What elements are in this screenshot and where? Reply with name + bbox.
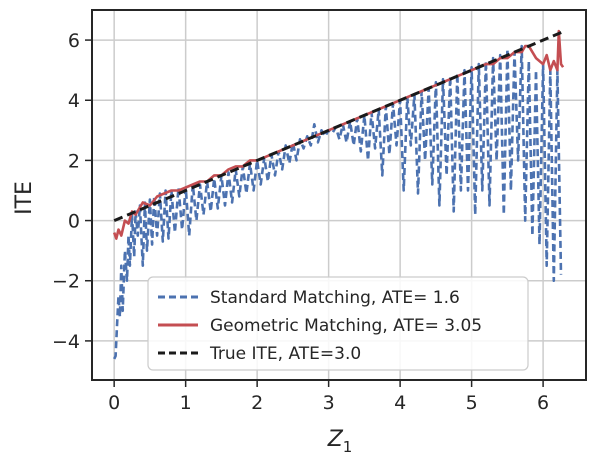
y-tick-label: 2 xyxy=(68,150,80,172)
y-tick-label: −4 xyxy=(52,331,80,353)
x-tick-label: 1 xyxy=(180,392,192,414)
x-tick-label: 4 xyxy=(394,392,406,414)
x-tick-label: 5 xyxy=(466,392,478,414)
plot-frame xyxy=(91,9,587,381)
x-tick-label: 6 xyxy=(537,392,549,414)
y-tick-label: 6 xyxy=(68,30,80,52)
legend: Standard Matching, ATE= 1.6 Geometric Mat… xyxy=(147,276,529,371)
y-axis-label: ITE xyxy=(12,181,37,215)
series-line-2 xyxy=(113,30,564,222)
x-axis-label: Z1 xyxy=(327,427,353,456)
x-tick-label: 3 xyxy=(323,392,335,414)
y-tick-label: −2 xyxy=(52,271,80,293)
series-group xyxy=(112,29,565,360)
legend-label-1: Geometric Matching, ATE= 3.05 xyxy=(210,316,482,336)
legend-box xyxy=(147,276,529,371)
x-tick-label: 2 xyxy=(251,392,263,414)
series-line-0 xyxy=(113,44,563,360)
x-axis-ticks: 0 1 2 3 4 5 6 xyxy=(108,380,549,414)
legend-label-0: Standard Matching, ATE= 1.6 xyxy=(210,288,460,308)
y-tick-label: 4 xyxy=(68,90,80,112)
legend-label-2: True ITE, ATE=3.0 xyxy=(209,344,361,364)
x-tick-label: 0 xyxy=(108,392,120,414)
y-tick-label: 0 xyxy=(68,211,80,233)
y-axis-ticks: −4 −2 0 2 4 6 xyxy=(52,30,92,353)
